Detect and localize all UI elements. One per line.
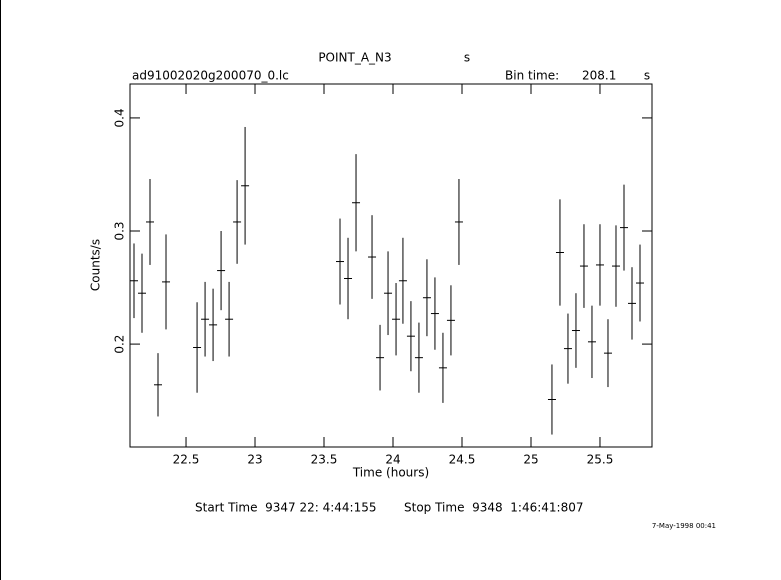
data-point xyxy=(579,224,588,308)
data-point xyxy=(241,126,250,245)
data-point xyxy=(422,259,431,337)
data-point xyxy=(563,313,572,384)
bin-time-label: Bin time: xyxy=(505,69,559,83)
data-point xyxy=(384,251,393,336)
data-point xyxy=(603,319,612,388)
data-point xyxy=(627,267,636,340)
data-point xyxy=(201,281,210,357)
x-tick-label: 24 xyxy=(385,453,400,467)
data-point xyxy=(193,302,202,393)
data-point xyxy=(555,199,564,306)
stop-time: Stop Time 9348 1:46:41:807 xyxy=(404,501,583,515)
data-point xyxy=(446,285,455,356)
data-point xyxy=(130,243,139,319)
data-point xyxy=(571,293,580,368)
data-point xyxy=(454,178,463,265)
chart-title: POINT_A_N3 xyxy=(318,51,391,65)
data-point xyxy=(154,353,163,417)
start-time: Start Time 9347 22: 4:44:155 xyxy=(195,501,377,515)
data-point xyxy=(146,178,155,265)
y-tick-label: 0.2 xyxy=(113,335,127,354)
x-tick-label: 25.5 xyxy=(587,453,614,467)
data-point xyxy=(336,218,345,305)
x-tick-label: 23.5 xyxy=(311,453,338,467)
y-tick-label: 0.4 xyxy=(113,108,127,127)
bin-time-unit: s xyxy=(644,69,650,83)
footnote: 7-May-1998 00:41 xyxy=(652,522,716,530)
plot-frame xyxy=(129,83,653,448)
x-tick-label: 22.5 xyxy=(173,453,200,467)
y-axis-label: Counts/s xyxy=(89,239,103,291)
data-point xyxy=(344,237,353,320)
data-point xyxy=(547,364,556,435)
data-point xyxy=(587,305,596,379)
data-point xyxy=(209,288,218,362)
title-unit: s xyxy=(464,51,470,65)
data-point xyxy=(398,237,407,324)
x-tick-label: 23 xyxy=(247,453,262,467)
data-point xyxy=(162,234,171,330)
data-point xyxy=(430,277,439,350)
data-point xyxy=(619,184,628,271)
data-point xyxy=(611,225,620,307)
data-point xyxy=(438,332,447,403)
data-point xyxy=(233,180,242,264)
bin-time: 208.1 xyxy=(582,69,616,83)
data-point xyxy=(225,281,234,357)
data-point xyxy=(392,283,401,356)
x-tick-label: 24.5 xyxy=(449,453,476,467)
x-tick-label: 25 xyxy=(523,453,538,467)
data-point xyxy=(352,154,361,252)
y-tick-label: 0.3 xyxy=(113,221,127,240)
data-point xyxy=(414,322,423,393)
data-point xyxy=(595,224,604,306)
x-axis-label: Time (hours) xyxy=(352,466,429,480)
data-point xyxy=(406,301,415,372)
data-point xyxy=(635,244,644,322)
data-point xyxy=(376,324,385,391)
file-name: ad91002020g200070_0.lc xyxy=(132,69,289,83)
data-point xyxy=(368,215,377,299)
data-point xyxy=(138,253,147,333)
data-point xyxy=(217,231,226,311)
